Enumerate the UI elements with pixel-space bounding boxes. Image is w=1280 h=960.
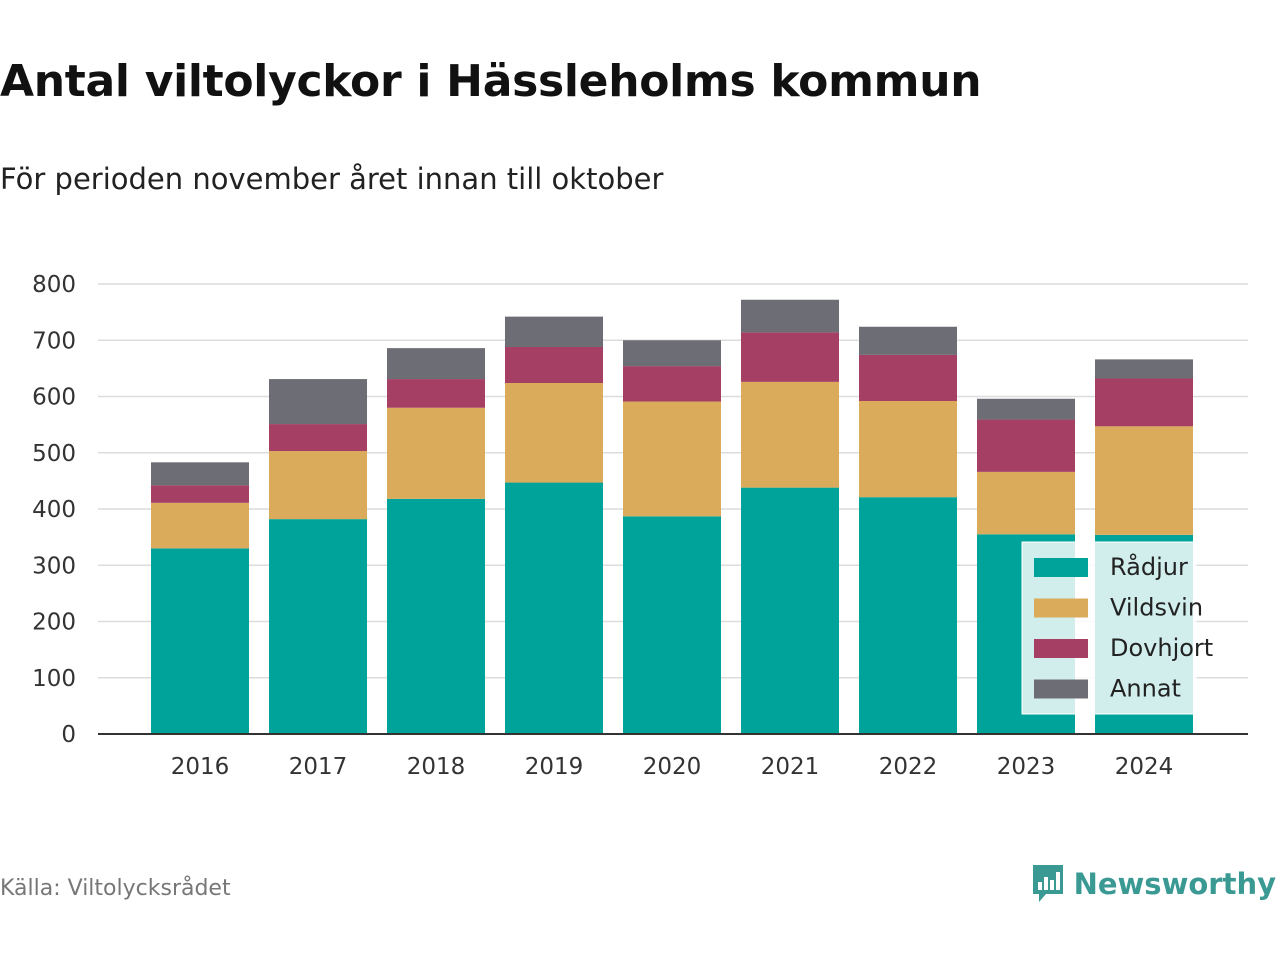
bar-segment [151,485,249,503]
bar-segment [505,316,603,347]
newsworthy-logo-icon [1032,865,1063,902]
bar-segment [977,398,1075,420]
bar-segment [741,299,839,333]
x-tick-label: 2018 [407,754,466,780]
bar-segment [505,347,603,383]
source-note: Källa: Viltolycksrådet [0,876,231,901]
bar-segment [151,548,249,734]
bar-segment [977,471,1075,535]
brand-logo: Newsworthy [1030,862,1276,906]
y-tick-label: 700 [32,328,76,354]
bar-segment [151,462,249,486]
y-tick-label: 300 [32,553,76,579]
bar-segment [387,498,485,734]
bar-segment [623,366,721,402]
x-tick-label: 2016 [171,754,230,780]
bar-segment [859,354,957,401]
y-tick-label: 800 [32,272,76,298]
bar-segment [1095,359,1193,379]
bar-segment [505,383,603,483]
bar-segment [387,379,485,408]
bar-segment [269,424,367,452]
chart-subtitle: För perioden november året innan till ok… [0,162,664,196]
legend-label: Vildsvin [1110,594,1203,622]
x-tick-label: 2024 [1115,754,1174,780]
bar-segment [505,482,603,734]
y-tick-label: 500 [32,441,76,467]
y-tick-label: 0 [61,722,76,748]
x-tick-label: 2017 [289,754,348,780]
bar-segment [269,519,367,734]
bar-segment [741,487,839,734]
bar-segment [859,401,957,498]
bar-segment [623,516,721,734]
bar-segment [859,497,957,734]
bar-segment [1095,378,1193,427]
bar-segment [387,407,485,499]
brand-name: Newsworthy [1073,867,1276,901]
x-tick-label: 2022 [879,754,938,780]
y-tick-label: 200 [32,610,76,636]
bar-segment [623,340,721,367]
y-tick-label: 600 [32,385,76,411]
legend-swatch [1034,558,1088,577]
legend-label: Dovhjort [1110,634,1213,662]
legend-label: Rådjur [1110,552,1188,581]
bar-segment [1095,426,1193,535]
legend-swatch [1034,639,1088,658]
bar-segment [623,401,721,517]
x-tick-label: 2021 [761,754,820,780]
bar-segment [859,326,957,355]
bar-segment [977,419,1075,472]
legend-swatch [1034,679,1088,699]
bar-segment [387,348,485,380]
x-tick-label: 2023 [997,754,1056,780]
x-tick-label: 2020 [643,754,702,780]
chart-title: Antal viltolyckor i Hässleholms kommun [0,56,982,107]
y-tick-label: 100 [32,666,76,692]
legend-swatch [1034,598,1088,618]
bar-segment [151,502,249,549]
bar-segment [269,379,367,425]
legend-label: Annat [1110,675,1181,703]
x-tick-label: 2019 [525,754,584,780]
bar-segment [741,332,839,382]
bar-segment [269,451,367,520]
y-tick-label: 400 [32,497,76,523]
bar-segment [741,381,839,488]
